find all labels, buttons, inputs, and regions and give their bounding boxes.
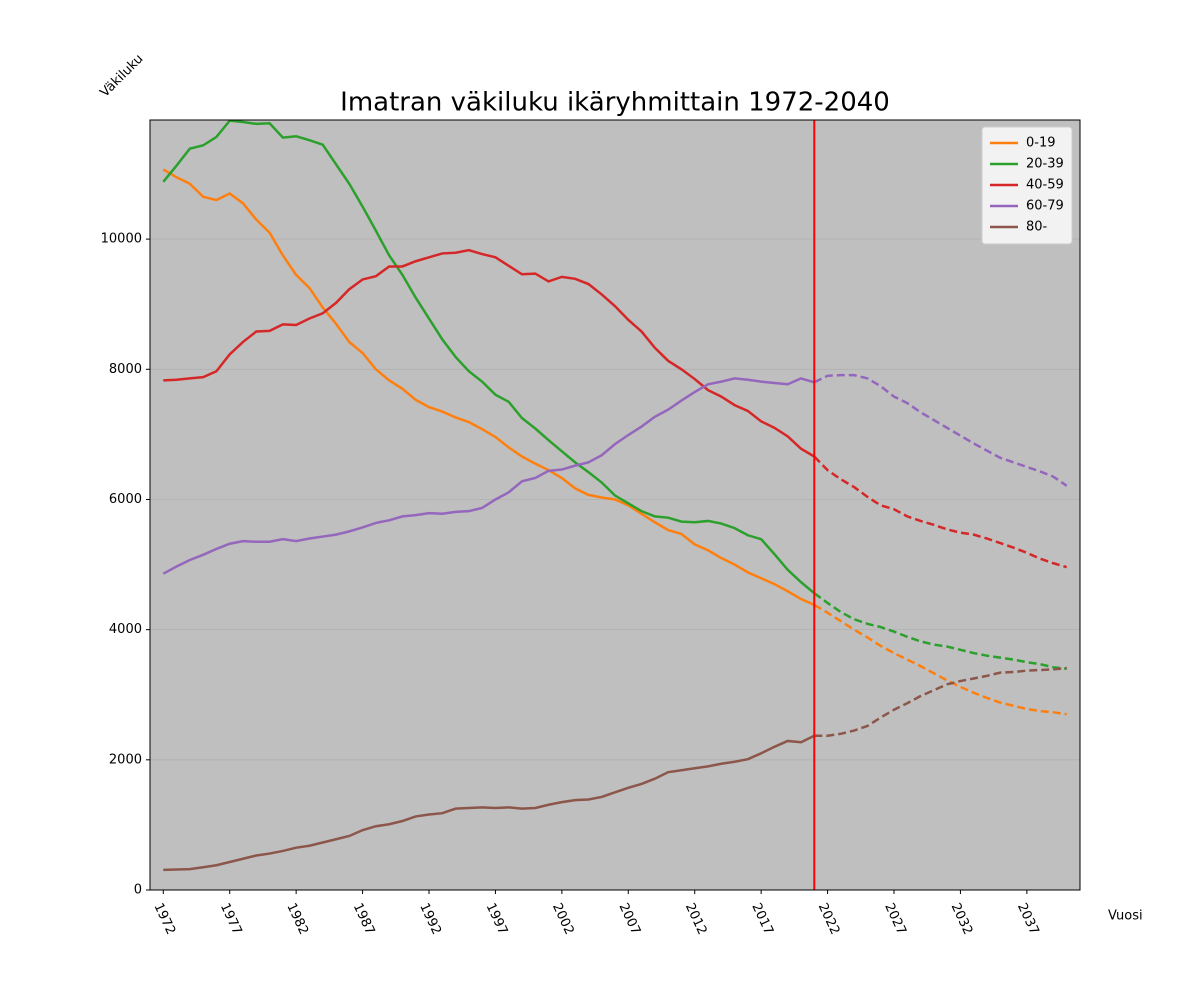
series-line: [162, 168, 815, 607]
legend: 0-19 20-39 40-59 60-79 80-: [981, 126, 1073, 245]
legend-label: 0-19: [1026, 136, 1056, 151]
forecast-line: [813, 455, 1068, 569]
y-tick-label: 2000: [109, 752, 142, 767]
x-tick-label: 1982: [283, 901, 311, 937]
legend-box: [981, 126, 1073, 245]
forecast-line: [813, 603, 1067, 716]
forecast-line: [813, 373, 1068, 487]
y-tick-label: 4000: [109, 622, 142, 637]
series-line: [163, 248, 815, 458]
y-tick-label: 0: [134, 883, 142, 898]
plot-area: [150, 120, 1080, 890]
y-tick-label: 10000: [101, 232, 142, 247]
x-tick-label: 2012: [682, 901, 710, 937]
x-tick-label: 2017: [748, 901, 776, 937]
y-axis-label: Väkiluku: [98, 52, 147, 101]
y-tick-label: 8000: [109, 362, 142, 377]
forecast-line: [813, 592, 1067, 670]
x-tick-label: 2037: [1014, 901, 1042, 937]
legend-label: 80-: [1026, 220, 1048, 235]
chart-title: Imatran väkiluku ikäryhmittain 1972-2040: [340, 88, 890, 118]
x-tick-label: 1987: [350, 901, 378, 937]
x-tick-label: 2027: [881, 901, 909, 937]
x-tick-label: 1977: [217, 901, 245, 937]
x-tick-label: 2002: [549, 901, 577, 937]
y-tick-label: 6000: [109, 492, 142, 507]
x-axis-label: Vuosi: [1108, 909, 1143, 924]
series-line: [163, 734, 815, 872]
x-tick-label: 1972: [150, 901, 178, 937]
x-tick-label: 2007: [615, 901, 643, 937]
plot-frame: [149, 119, 1081, 891]
x-tick-label: 1997: [483, 901, 511, 937]
series-line: [162, 377, 815, 575]
legend-label: 60-79: [1026, 199, 1064, 214]
x-tick-label: 2022: [815, 901, 843, 937]
x-tick-label: 2032: [948, 901, 976, 937]
legend-label: 20-39: [1026, 157, 1064, 172]
series-line: [162, 119, 816, 595]
x-tick-label: 1992: [416, 901, 444, 937]
legend-label: 40-59: [1026, 178, 1064, 193]
forecast-line: [814, 666, 1067, 737]
